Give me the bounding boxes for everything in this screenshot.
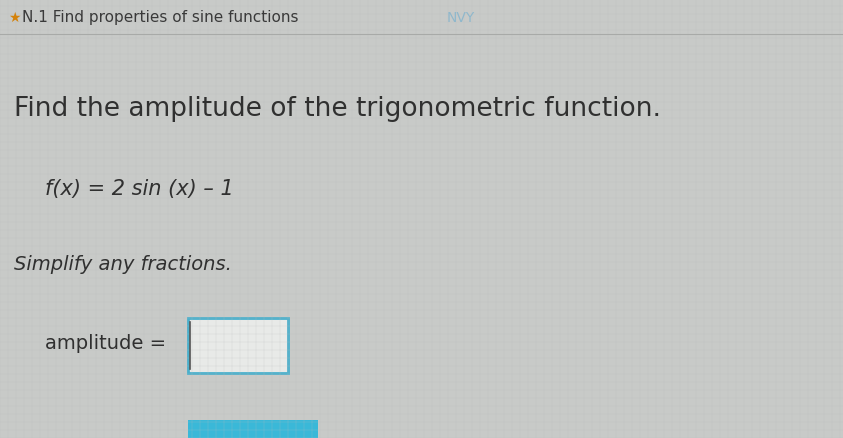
Text: N.1 Find properties of sine functions: N.1 Find properties of sine functions (22, 10, 298, 25)
Bar (0, 0, 843, 35)
Text: Simplify any fractions.: Simplify any fractions. (14, 254, 232, 273)
Bar (188, 420, 318, 438)
Text: Find the amplitude of the trigonometric function.: Find the amplitude of the trigonometric … (14, 96, 661, 122)
Text: amplitude =: amplitude = (45, 334, 166, 353)
Text: ★: ★ (8, 11, 20, 25)
Text: NVY: NVY (447, 11, 475, 25)
Text: f(x) = 2 sin (x) – 1: f(x) = 2 sin (x) – 1 (45, 179, 234, 198)
Bar (188, 318, 288, 373)
